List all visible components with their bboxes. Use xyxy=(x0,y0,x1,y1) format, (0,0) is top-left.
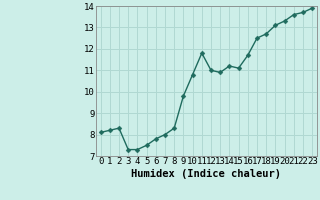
X-axis label: Humidex (Indice chaleur): Humidex (Indice chaleur) xyxy=(132,169,281,179)
